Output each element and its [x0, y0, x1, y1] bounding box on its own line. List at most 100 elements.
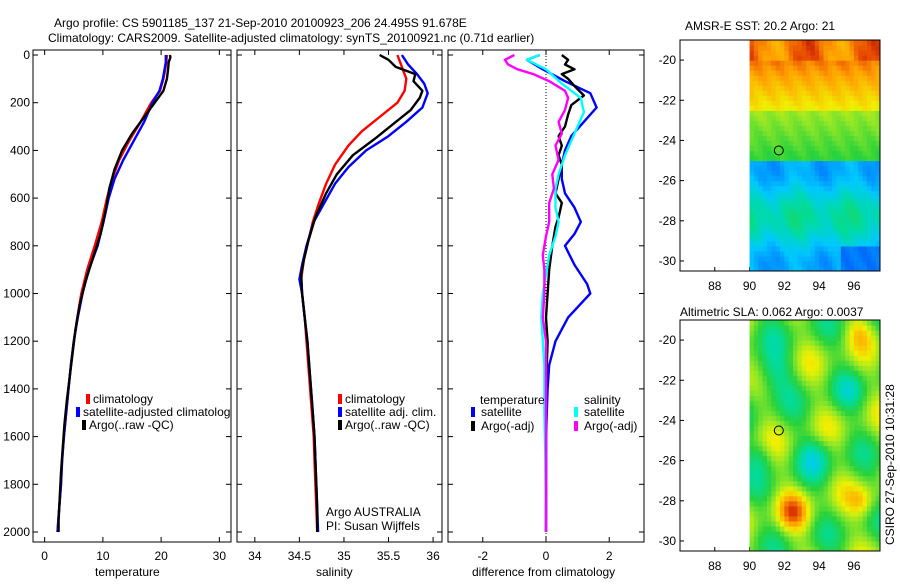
heatmap-cell: [749, 185, 755, 192]
heatmap-cell: [797, 525, 803, 532]
heatmap-cell: [806, 535, 812, 542]
heatmap-cell: [780, 160, 785, 167]
heatmap-cell: [762, 525, 768, 532]
heatmap-cell: [840, 375, 846, 381]
heatmap-cell: [858, 95, 864, 101]
heatmap-cell: [832, 170, 838, 177]
heatmap-cell: [875, 500, 880, 507]
heatmap-cell: [810, 435, 816, 442]
heatmap-cell: [853, 260, 859, 267]
heatmap-cell: [840, 535, 846, 542]
heatmap-cell: [862, 45, 868, 51]
heatmap-cell: [858, 395, 864, 401]
heatmap-cell: [797, 335, 803, 341]
heatmap-cell: [832, 425, 838, 432]
heatmap-cell: [758, 110, 764, 116]
heatmap-cell: [793, 170, 798, 177]
heatmap-cell: [845, 335, 851, 341]
heatmap-cell: [766, 385, 772, 391]
heatmap-cell: [797, 535, 803, 542]
heatmap-cell: [780, 115, 785, 121]
heatmap-cell: [749, 545, 755, 551]
heatmap-cell: [762, 180, 768, 187]
heatmap-cell: [858, 50, 864, 56]
heatmap-cell: [871, 370, 877, 376]
heatmap-cell: [871, 240, 877, 247]
heatmap-cell: [775, 420, 781, 427]
heatmap-cell: [836, 180, 842, 187]
heatmap-cell: [797, 325, 803, 331]
x-tick-label: 20: [154, 549, 168, 563]
heatmap-cell: [801, 170, 807, 177]
heatmap-cell: [827, 65, 833, 71]
heatmap-cell: [797, 340, 803, 346]
heatmap-cell: [766, 145, 772, 152]
heatmap-cell: [845, 515, 851, 522]
heatmap-cell: [832, 540, 838, 547]
heatmap-cell: [858, 450, 864, 457]
heatmap-cell: [832, 180, 838, 187]
heatmap-cell: [871, 255, 877, 262]
heatmap-cell: [788, 50, 794, 56]
heatmap-cell: [793, 510, 798, 517]
heatmap-cell: [806, 495, 812, 502]
heatmap-cell: [858, 210, 864, 217]
heatmap-cell: [866, 535, 872, 542]
heatmap-cell: [749, 50, 755, 56]
heatmap-cell: [858, 200, 864, 207]
heatmap-cell: [753, 175, 759, 182]
heatmap-cell: [806, 250, 812, 257]
heatmap-cell: [806, 110, 812, 116]
heatmap-cell: [862, 175, 868, 182]
heatmap-cell: [814, 220, 820, 227]
heatmap-cell: [784, 465, 790, 472]
heatmap-cell: [819, 380, 825, 386]
heatmap-cell: [806, 350, 812, 356]
heatmap-cell: [827, 335, 833, 341]
x-tick-label: 88: [708, 279, 722, 293]
heatmap-cell: [849, 455, 855, 462]
heatmap-cell: [814, 345, 820, 351]
heatmap-cell: [840, 395, 846, 401]
heatmap-cell: [840, 265, 846, 271]
heatmap-cell: [858, 415, 864, 422]
heatmap-cell: [875, 65, 880, 71]
heatmap-cell: [806, 465, 812, 472]
heatmap-cell: [827, 435, 833, 442]
heatmap-cell: [819, 135, 825, 142]
heatmap-cell: [819, 265, 825, 271]
heatmap-cell: [758, 345, 764, 351]
heatmap-cell: [827, 175, 833, 182]
heatmap-cell: [832, 55, 838, 61]
heatmap-cell: [762, 135, 768, 142]
heatmap-cell: [793, 525, 798, 532]
heatmap-cell: [797, 405, 803, 411]
heatmap-cell: [766, 510, 772, 517]
heatmap-cell: [801, 45, 807, 51]
heatmap-cell: [849, 55, 855, 61]
heatmap-cell: [827, 350, 833, 356]
heatmap-cell: [753, 510, 759, 517]
heatmap-cell: [819, 430, 825, 437]
heatmap-cell: [849, 515, 855, 522]
heatmap-cell: [775, 125, 781, 131]
heatmap-cell: [762, 365, 768, 371]
heatmap-cell: [766, 175, 772, 182]
heatmap-cell: [823, 105, 829, 111]
heatmap-cell: [845, 495, 851, 502]
heatmap-cell: [766, 95, 772, 101]
heatmap-cell: [853, 525, 859, 532]
x-tick-label: 90: [743, 559, 757, 573]
heatmap-cell: [766, 110, 772, 116]
heatmap-cell: [840, 185, 846, 192]
heatmap-cell: [832, 150, 838, 157]
heatmap-cell: [862, 500, 868, 507]
heatmap-cell: [762, 395, 768, 401]
heatmap-cell: [788, 400, 794, 406]
heatmap-cell: [832, 445, 838, 452]
heatmap-cell: [810, 500, 816, 507]
heatmap-cell: [836, 515, 842, 522]
heatmap-cell: [862, 55, 868, 61]
heatmap-cell: [753, 50, 759, 56]
heatmap-cell: [762, 210, 768, 217]
